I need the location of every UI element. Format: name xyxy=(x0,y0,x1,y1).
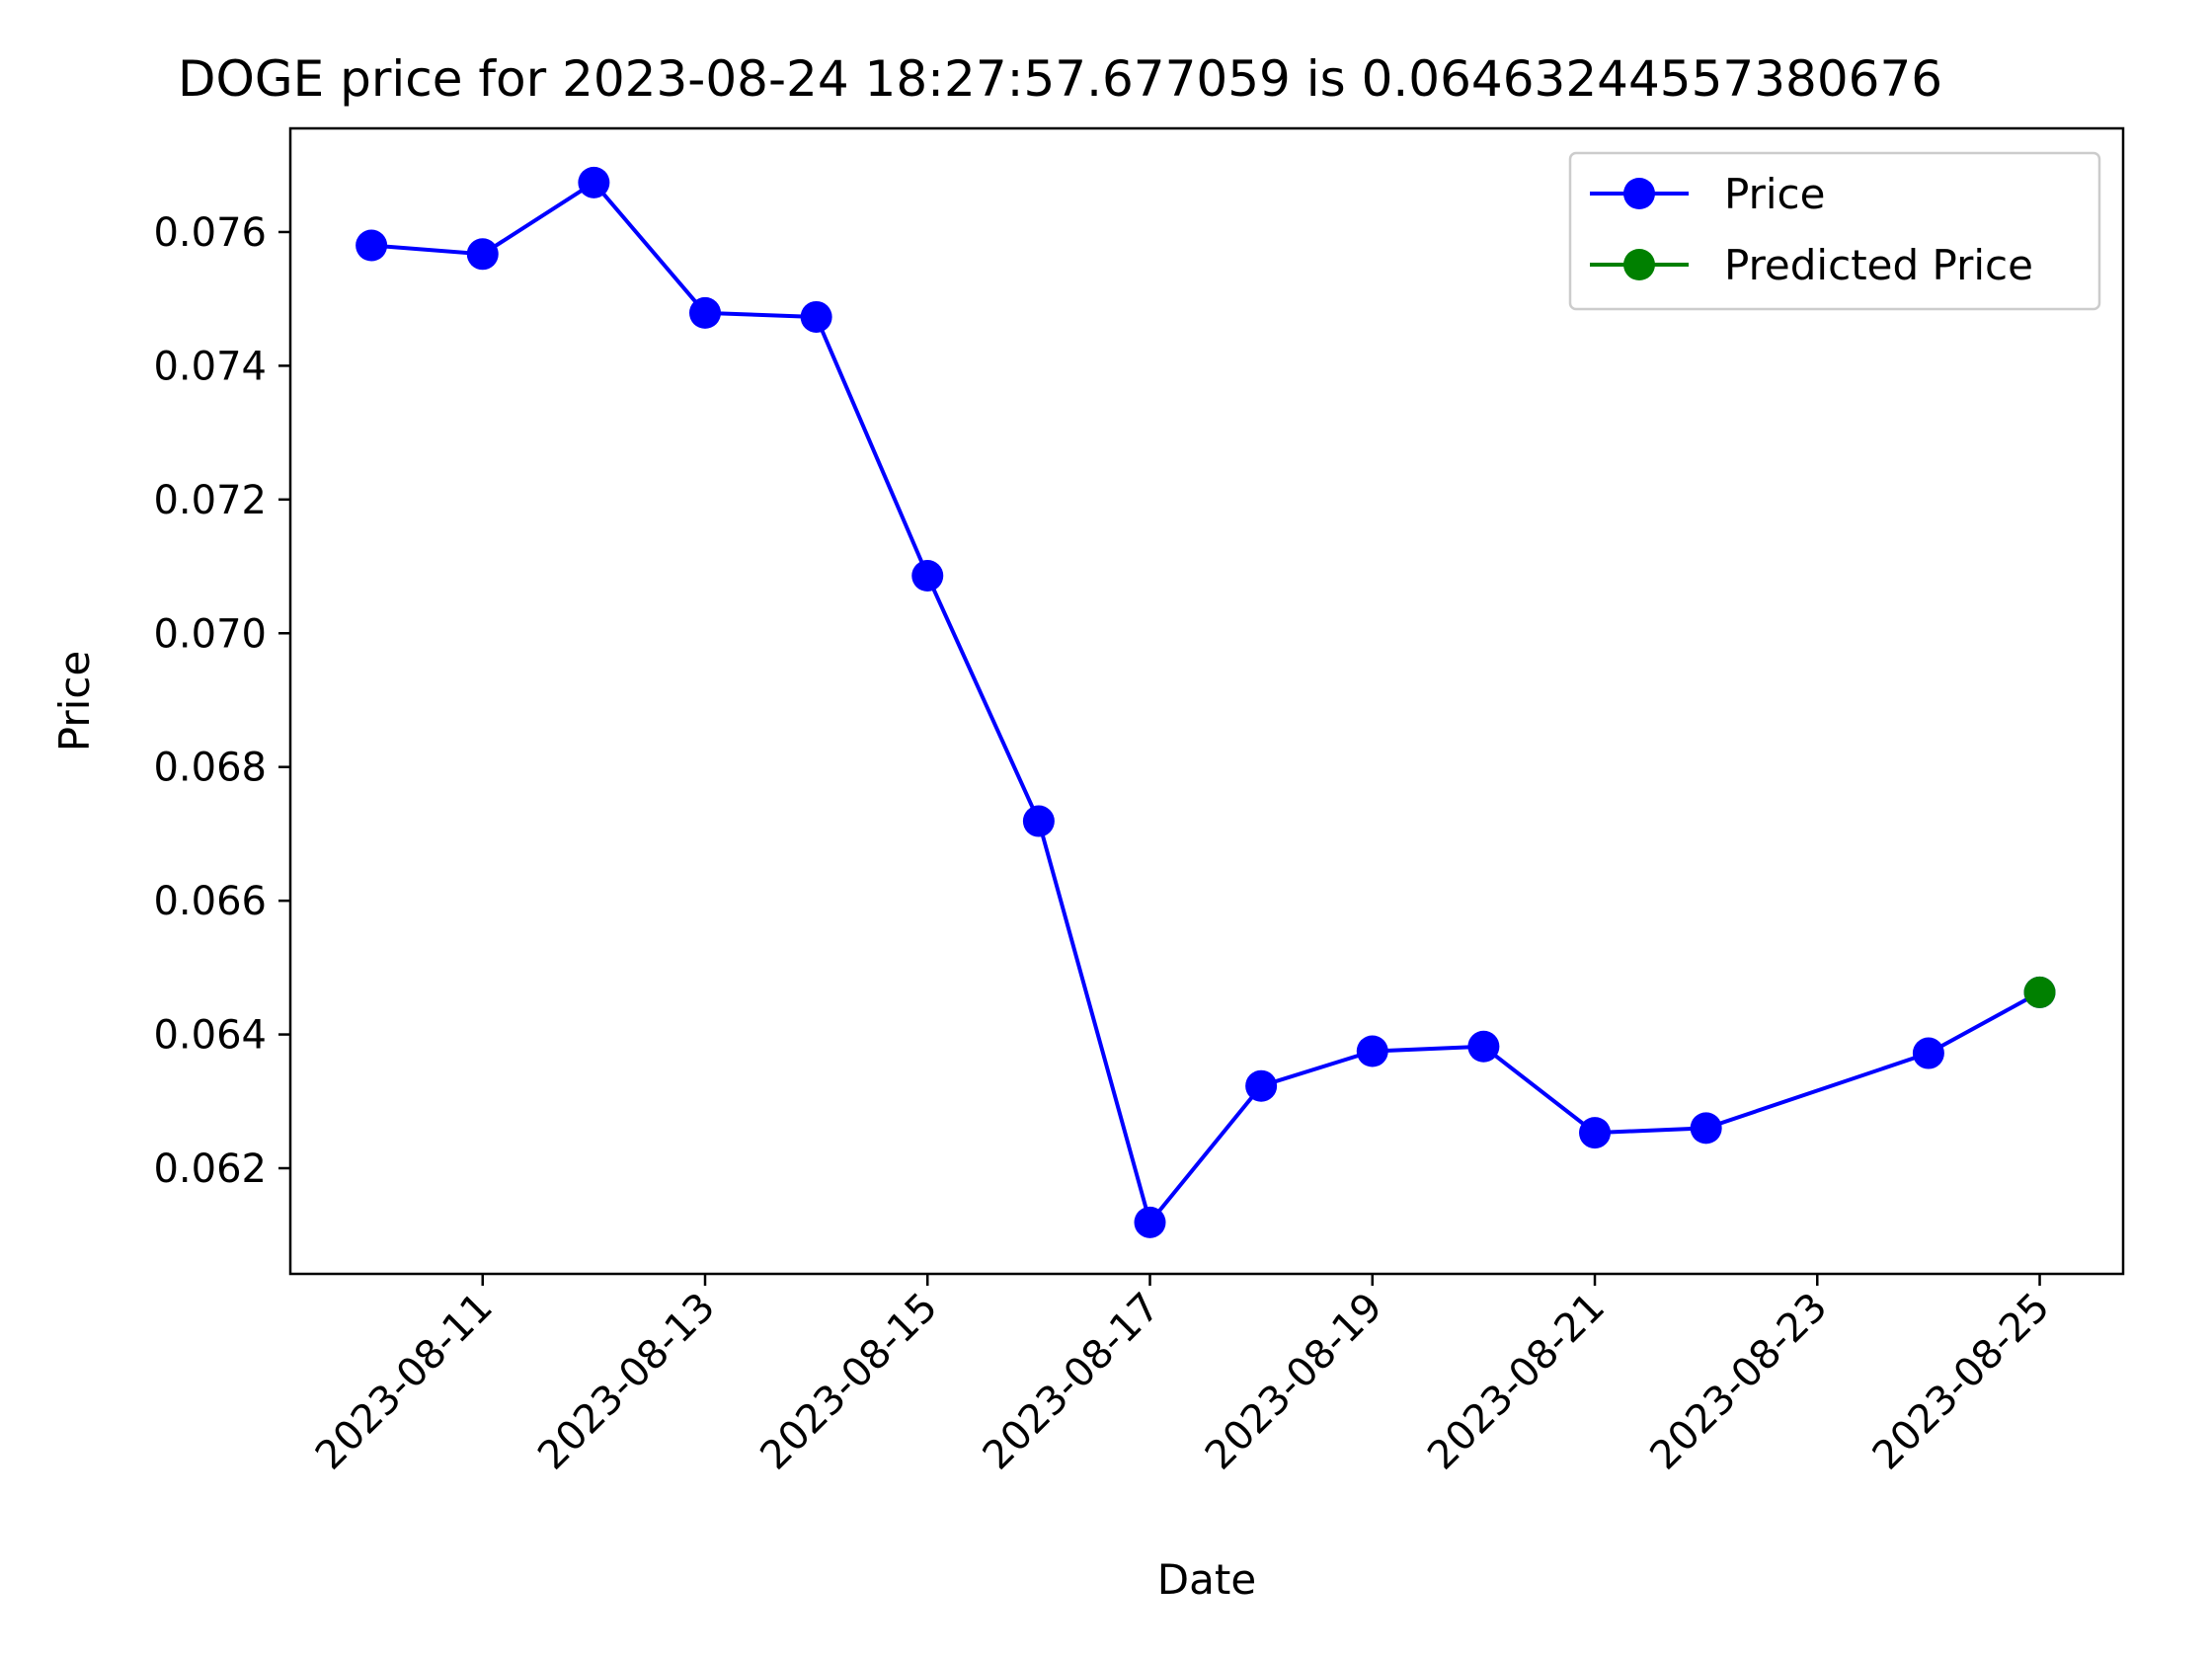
y-tick-label: 0.072 xyxy=(153,478,267,523)
y-tick-label: 0.066 xyxy=(153,879,267,924)
data-point-price xyxy=(1467,1030,1500,1063)
x-axis-label: Date xyxy=(1157,1555,1256,1604)
y-axis-label: Price xyxy=(50,651,99,751)
y-axis: 0.062 0.064 0.066 0.068 0.070 0.072 0.074 0.076 xyxy=(153,210,290,1192)
data-point-price xyxy=(578,166,610,198)
y-tick-label: 0.064 xyxy=(153,1013,267,1059)
data-point-price xyxy=(1022,805,1055,837)
legend-label: Price xyxy=(1724,170,1825,218)
legend: Price Predicted Price xyxy=(1568,151,2101,311)
y-tick-label: 0.074 xyxy=(153,344,267,389)
data-point-price xyxy=(911,560,944,592)
plot-area xyxy=(356,166,2056,1238)
data-point-price xyxy=(1912,1037,1944,1069)
data-point-price xyxy=(1245,1069,1278,1102)
y-tick-label: 0.068 xyxy=(153,746,267,791)
data-point-price xyxy=(356,229,388,262)
legend-marker xyxy=(1623,249,1655,280)
y-tick-label: 0.076 xyxy=(153,210,267,256)
y-tick-label: 0.070 xyxy=(153,611,267,657)
data-point-price xyxy=(1356,1035,1388,1067)
y-tick-label: 0.062 xyxy=(153,1146,267,1192)
data-point-price xyxy=(689,296,722,329)
data-point-price xyxy=(1579,1117,1612,1149)
data-point-price xyxy=(1690,1112,1722,1145)
data-point-price xyxy=(800,300,832,333)
data-point-price xyxy=(466,238,499,271)
legend-marker xyxy=(1623,178,1655,209)
legend-label: Predicted Price xyxy=(1724,241,2033,289)
data-point-predicted-price xyxy=(2023,976,2056,1008)
chart-title: DOGE price for 2023-08-24 18:27:57.67705… xyxy=(178,50,1942,108)
axes-frame xyxy=(288,126,2125,1276)
data-point-price xyxy=(1134,1206,1166,1238)
legend-box xyxy=(1568,151,2101,311)
